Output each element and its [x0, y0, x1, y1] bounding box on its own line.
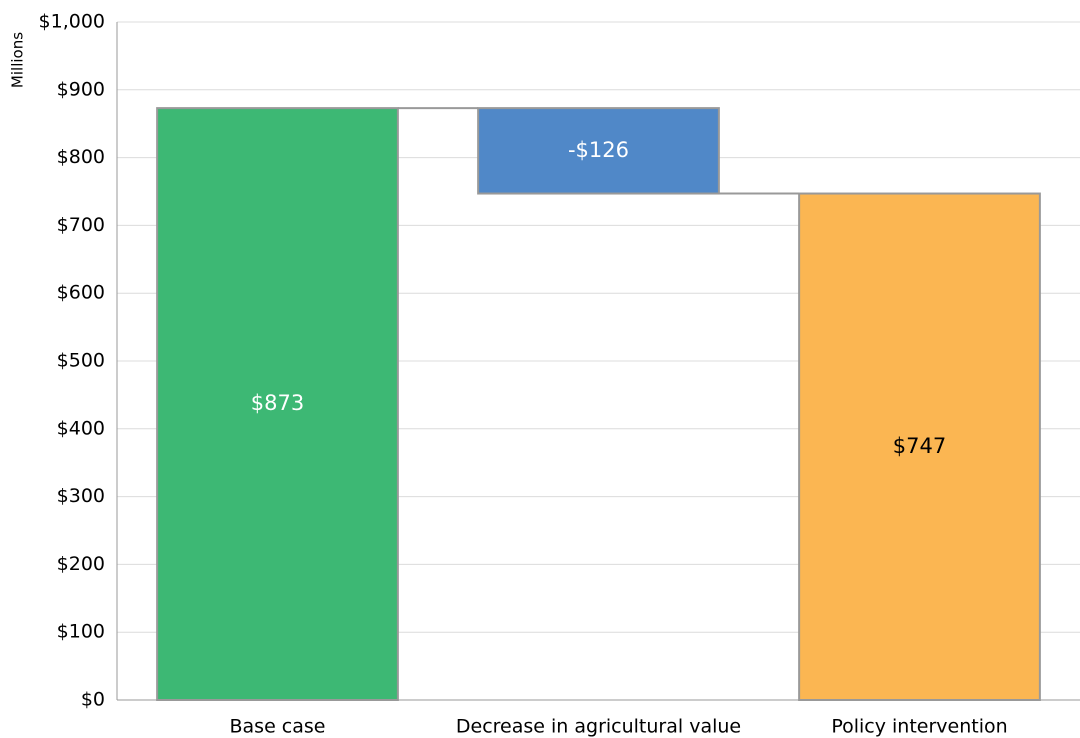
bar [156, 107, 399, 701]
y-tick-label: $300 [57, 485, 105, 507]
bar [798, 192, 1041, 701]
y-tick-label: $400 [57, 417, 105, 439]
x-tick-label: Decrease in agricultural value [456, 716, 741, 738]
y-tick-label: $0 [81, 689, 105, 711]
y-tick-label: $900 [57, 78, 105, 100]
y-tick-label: $1,000 [39, 11, 105, 33]
y-tick-label: $800 [57, 146, 105, 168]
x-tick-label: Base case [230, 716, 326, 738]
bar [477, 107, 720, 195]
y-tick-label: $100 [57, 621, 105, 643]
y-tick-label: $200 [57, 553, 105, 575]
y-axis-label: Millions [9, 32, 27, 88]
y-tick-label: $500 [57, 350, 105, 372]
value-label: $873 [251, 391, 304, 415]
y-tick-label: $600 [57, 282, 105, 304]
x-tick-label: Policy intervention [831, 716, 1007, 738]
value-label: -$126 [568, 138, 629, 162]
y-tick-label: $700 [57, 214, 105, 236]
value-label: $747 [893, 434, 946, 458]
